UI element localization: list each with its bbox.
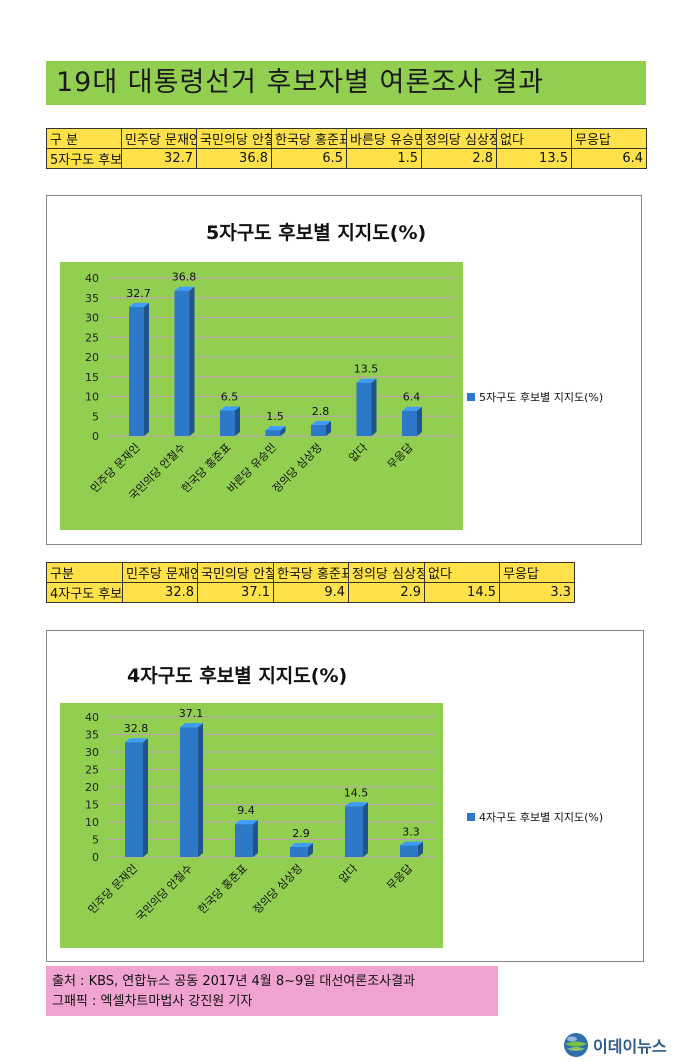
y-tick-label: 30 xyxy=(85,746,99,759)
data-label: 9.4 xyxy=(237,804,255,817)
header-cell: 바른당 유승민 xyxy=(346,128,422,149)
y-tick-label: 35 xyxy=(85,292,99,305)
y-tick-label: 0 xyxy=(92,851,99,864)
value-cell: 32.7 xyxy=(121,148,197,169)
table-5way: 구 분 민주당 문재인 국민의당 안철수 한국당 홍준표 바른당 유승민 정의당… xyxy=(46,128,647,169)
data-label: 32.8 xyxy=(124,722,149,735)
data-label: 13.5 xyxy=(354,363,379,376)
bar xyxy=(356,378,377,436)
legend-swatch xyxy=(467,813,475,821)
chart-4way-frame: 4자구도 후보별 지지도(%) 0 5 10 15 20 25 30 35 40 32.8 민주당 … xyxy=(46,630,644,962)
header-cell: 한국당 홍준표 xyxy=(271,128,347,149)
chart-5way-frame: 5자구도 후보별 지지도(%) 0 5 10 15 20 25 30 35 40 32.7 민주당 … xyxy=(46,195,642,545)
y-tick-label: 40 xyxy=(85,711,99,724)
header-cell: 구 분 xyxy=(46,128,122,149)
header-cell: 국민의당 안철수 xyxy=(197,562,274,583)
y-tick-label: 10 xyxy=(85,391,99,404)
y-tick-label: 30 xyxy=(85,312,99,325)
header-cell: 한국당 홍준표 xyxy=(273,562,349,583)
data-label: 1.5 xyxy=(266,410,284,423)
value-cell: 14.5 xyxy=(424,582,500,603)
value-cell: 37.1 xyxy=(197,582,274,603)
y-tick-label: 40 xyxy=(85,272,99,285)
publisher-logo: 이데이뉴스 xyxy=(563,1032,667,1058)
y-tick-label: 10 xyxy=(85,816,99,829)
value-cell: 1.5 xyxy=(346,148,422,169)
data-label: 6.5 xyxy=(221,390,239,403)
legend-swatch xyxy=(467,393,475,401)
header-cell: 없다 xyxy=(496,128,572,149)
value-cell: 6.5 xyxy=(271,148,347,169)
bar xyxy=(400,841,423,857)
y-tick-label: 5 xyxy=(92,834,99,847)
header-cell: 무응답 xyxy=(571,128,647,149)
y-tick-label: 15 xyxy=(85,371,99,384)
header-cell: 정의당 심상정 xyxy=(348,562,425,583)
table-4way: 구분 민주당 문재인 국민의당 안철수 한국당 홍준표 정의당 심상정 없다 무… xyxy=(46,562,575,603)
value-cell: 9.4 xyxy=(273,582,349,603)
value-cell: 3.3 xyxy=(499,582,575,603)
source-line: 출처 : KBS, 연합뉴스 공동 2017년 4월 8~9일 대선여론조사결과 xyxy=(52,974,416,989)
data-label: 36.8 xyxy=(172,271,197,284)
bar xyxy=(220,406,240,436)
credit-line: 그패픽 : 엑셀차트마법사 강진원 기자 xyxy=(52,994,253,1009)
header-cell: 무응답 xyxy=(499,562,575,583)
header-cell: 없다 xyxy=(424,562,500,583)
bar xyxy=(311,420,331,436)
value-cell: 6.4 xyxy=(571,148,647,169)
value-cell: 2.8 xyxy=(421,148,497,169)
bar xyxy=(235,820,258,857)
data-label: 32.7 xyxy=(126,287,151,300)
bar xyxy=(345,802,368,857)
bar xyxy=(125,738,148,857)
data-label: 6.4 xyxy=(403,391,421,404)
value-cell: 36.8 xyxy=(196,148,272,169)
y-tick-label: 35 xyxy=(85,729,99,742)
y-tick-label: 25 xyxy=(85,331,99,344)
bar xyxy=(290,842,313,857)
bar xyxy=(402,406,422,436)
y-tick-label: 20 xyxy=(85,351,99,364)
bar xyxy=(265,426,286,436)
data-label: 14.5 xyxy=(344,786,369,799)
page-title: 19대 대통령선거 후보자별 여론조사 결과 xyxy=(46,61,646,105)
header-cell: 민주당 문재인 xyxy=(122,562,198,583)
y-tick-label: 5 xyxy=(92,410,99,423)
table-header-row: 구 분 민주당 문재인 국민의당 안철수 한국당 홍준표 바른당 유승민 정의당… xyxy=(46,128,647,149)
header-cell: 정의당 심상정 xyxy=(421,128,497,149)
chart-4way-title: 4자구도 후보별 지지도(%) xyxy=(127,665,348,687)
bar xyxy=(174,286,195,436)
header-cell: 민주당 문재인 xyxy=(121,128,197,149)
row-label-cell: 4자구도 후보 xyxy=(46,582,123,603)
chart-5way-title: 5자구도 후보별 지지도(%) xyxy=(206,222,427,244)
source-note: 출처 : KBS, 연합뉴스 공동 2017년 4월 8~9일 대선여론조사결과… xyxy=(46,966,498,1016)
y-tick-label: 20 xyxy=(85,781,99,794)
data-label: 37.1 xyxy=(179,707,204,720)
header-cell: 구분 xyxy=(46,562,123,583)
table-header-row: 구분 민주당 문재인 국민의당 안철수 한국당 홍준표 정의당 심상정 없다 무… xyxy=(46,562,575,583)
y-tick-label: 15 xyxy=(85,799,99,812)
header-cell: 국민의당 안철수 xyxy=(196,128,272,149)
y-tick-label: 25 xyxy=(85,764,99,777)
value-cell: 13.5 xyxy=(496,148,572,169)
globe-icon xyxy=(564,1033,588,1057)
row-label-cell: 5자구도 후보 xyxy=(46,148,122,169)
data-label: 3.3 xyxy=(402,825,420,838)
table-row: 5자구도 후보 32.7 36.8 6.5 1.5 2.8 13.5 6.4 xyxy=(46,148,647,169)
value-cell: 2.9 xyxy=(348,582,425,603)
data-label: 2.9 xyxy=(292,827,310,840)
bar xyxy=(129,302,149,436)
bar xyxy=(180,723,203,857)
data-label: 2.8 xyxy=(312,405,330,418)
logo-text: 이데이뉴스 xyxy=(593,1037,667,1056)
table-row: 4자구도 후보 32.8 37.1 9.4 2.9 14.5 3.3 xyxy=(46,582,575,603)
value-cell: 32.8 xyxy=(122,582,198,603)
legend-label: 4자구도 후보별 지지도(%) xyxy=(479,811,603,824)
legend-label: 5자구도 후보별 지지도(%) xyxy=(479,391,603,404)
y-tick-label: 0 xyxy=(92,430,99,443)
